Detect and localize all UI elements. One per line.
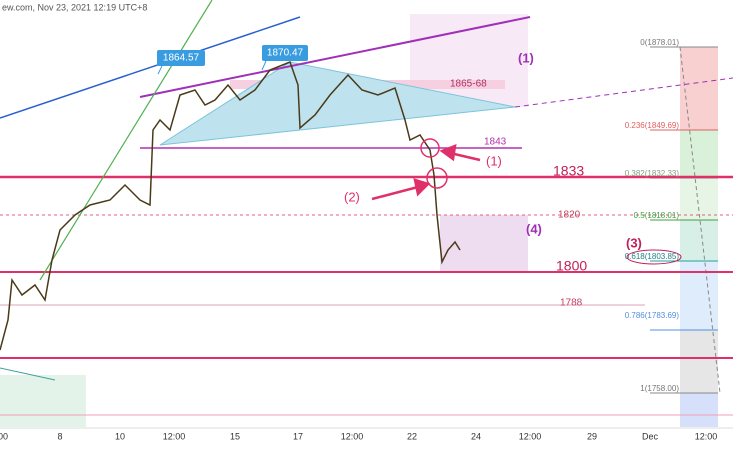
fib-label: 0.5(1818.01) [634, 211, 680, 220]
level-label: 1788 [560, 298, 583, 309]
annotation: (1) [518, 50, 534, 65]
arrows [371, 144, 481, 201]
level-label: 1833 [553, 163, 584, 179]
x-tick-label: 10 [115, 431, 125, 441]
x-tick-label: Dec [642, 431, 659, 441]
fib-label: 0.618(1803.85) [625, 252, 680, 261]
x-tick-label: 22 [407, 431, 417, 441]
trend-line [0, 367, 56, 381]
price-callout: 1864.57 1870.47 [157, 45, 308, 75]
header-title: ew.com, Nov 23, 2021 12:19 UTC+8 [2, 2, 147, 12]
level-label: 1865-68 [450, 79, 487, 90]
annotation: (3) [626, 235, 642, 250]
trend-line [514, 77, 733, 108]
x-tick-label: 17 [293, 431, 303, 441]
x-tick-label: 12:00 [519, 431, 542, 441]
x-tick-label: 12:00 [341, 431, 364, 441]
fib-label: 0.382(1832.33) [625, 169, 680, 178]
marker-circle [420, 138, 440, 158]
box-shade [0, 375, 86, 427]
fib-label: 0(1878.01) [640, 38, 679, 47]
fib-labels: 0(1878.01) 0.236(1849.69) 0.382(1832.33)… [625, 38, 680, 393]
level-label: 1800 [556, 258, 587, 274]
x-tick-label: 15 [230, 431, 240, 441]
fib-label: 0.786(1783.69) [625, 311, 680, 320]
x-tick-label: 29 [587, 431, 597, 441]
x-axis-labels: 00 8 10 12:00 15 17 12:00 22 24 12:00 29 Dec 12:00 [0, 431, 717, 441]
trend-line [0, 16, 301, 119]
marker-circle [426, 167, 448, 189]
level-label: 1820 [558, 210, 581, 221]
x-tick-label: 12:00 [695, 431, 718, 441]
triangle [159, 61, 516, 146]
callout-label: 1864.57 [163, 53, 200, 64]
x-tick-label: 12:00 [163, 431, 186, 441]
level-label: 1843 [484, 137, 507, 148]
callout-label: 1870.47 [267, 48, 304, 59]
x-tick-label: 00 [0, 431, 8, 441]
x-tick-label: 8 [57, 431, 62, 441]
fib-label: 1(1758.00) [640, 384, 679, 393]
price-series [0, 61, 461, 351]
trend-line [39, 0, 213, 281]
fib-column [650, 46, 721, 427]
annotation: (1) [486, 153, 502, 168]
annotation: (4) [526, 221, 542, 236]
fib-label: 0.236(1849.69) [625, 121, 680, 130]
marker-ellipse [626, 249, 682, 265]
trend-line [139, 16, 531, 98]
x-tick-label: 24 [471, 431, 481, 441]
annotation: (2) [344, 189, 360, 204]
